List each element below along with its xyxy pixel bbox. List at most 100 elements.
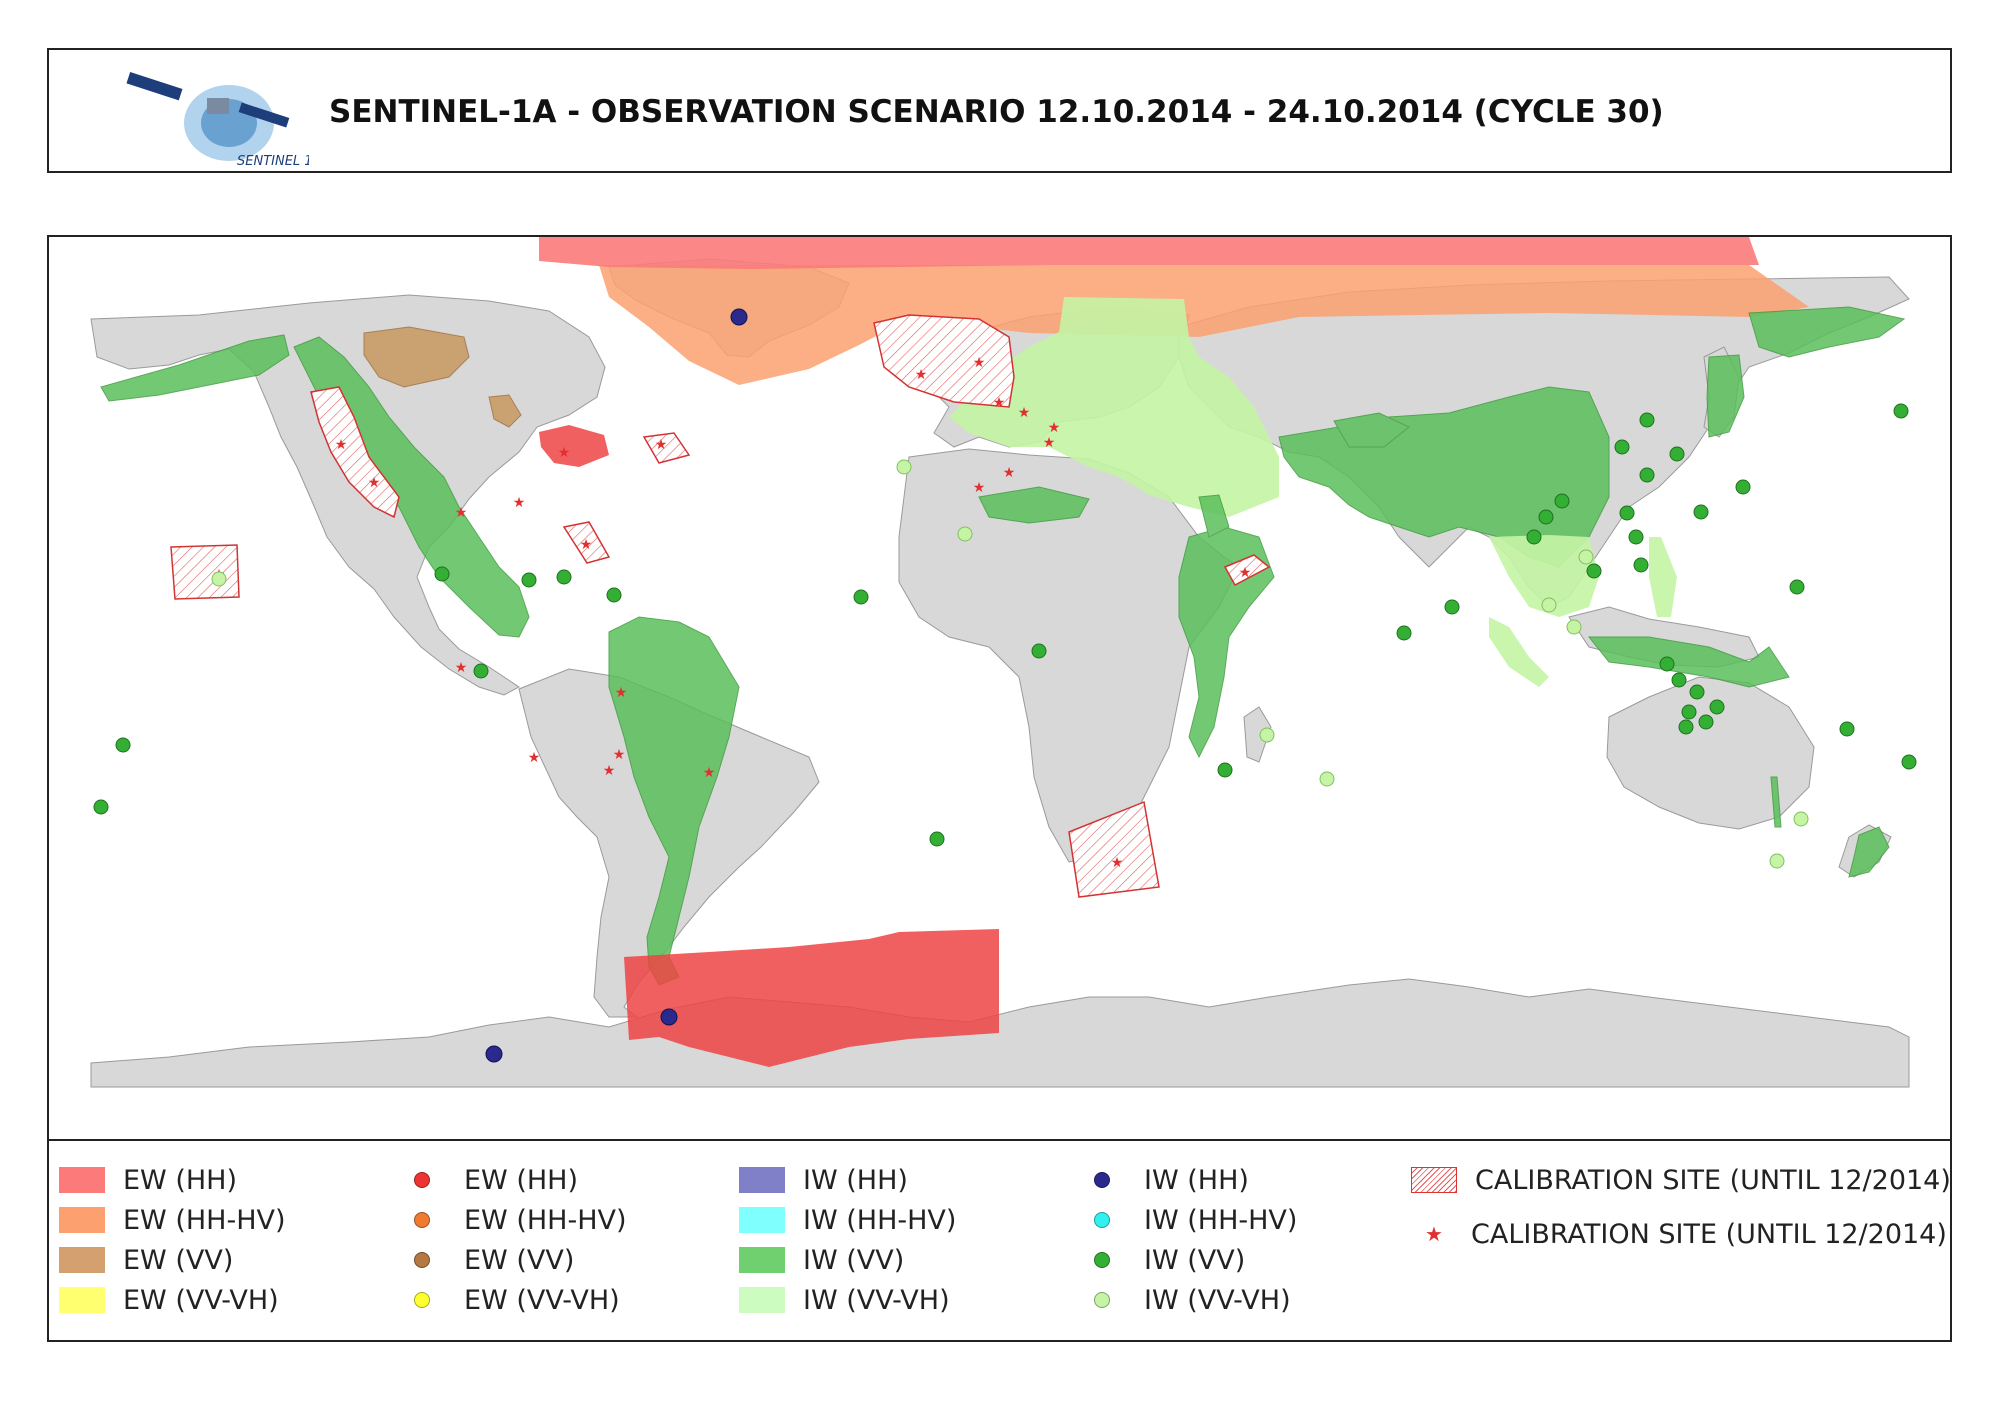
cal-star: ★ — [528, 750, 541, 766]
legend-iw-vv-point: IW (VV) — [1084, 1243, 1245, 1277]
legend-label: IW (HH) — [1144, 1164, 1249, 1196]
iw-vv-points — [93, 403, 1917, 847]
cal-star: ★ — [993, 395, 1006, 411]
world-map: ★ ★ ★ ★ ★ ★ ★ ★ ★ ★ ★ ★ ★ ★ ★ ★ ★ ★ ★ ★ … — [90, 237, 1917, 1088]
iw-vv-new-zealand — [1848, 826, 1890, 878]
iw-hh-point — [730, 308, 748, 326]
cal-star: ★ — [973, 480, 986, 496]
iw-vv-vh-europe — [949, 297, 1279, 517]
legend-label: IW (HH-HV) — [803, 1204, 957, 1236]
legend-label: CALIBRATION SITE (UNTIL 12/2014) — [1471, 1218, 1947, 1250]
iw-vv-point — [1639, 467, 1655, 483]
iw-vv-vh-point — [1769, 853, 1785, 869]
iw-vv-point — [1444, 599, 1460, 615]
land-north-america — [90, 294, 606, 696]
legend-swatch — [739, 1287, 785, 1313]
iw-vv-vh-point — [1566, 619, 1582, 635]
legend-label: EW (VV) — [464, 1244, 575, 1276]
legend-iw-vv-vh-area: IW (VV-VH) — [739, 1283, 950, 1317]
iw-vv-point — [1554, 493, 1570, 509]
iw-vv-point — [1614, 439, 1630, 455]
iw-vv-australia-east — [1770, 776, 1782, 828]
legend-iw-hh-point: IW (HH) — [1084, 1163, 1249, 1197]
ew-hh-areas — [539, 425, 999, 1067]
legend-dot — [414, 1212, 430, 1228]
cal-star: ★ — [580, 537, 593, 553]
star-icon: ★ — [1425, 1222, 1443, 1246]
legend-dot — [1094, 1252, 1110, 1268]
legend-swatch — [59, 1247, 105, 1273]
legend-label: EW (VV-VH) — [464, 1284, 620, 1316]
legend-dot — [1094, 1212, 1110, 1228]
ew-hh-arctic — [539, 237, 1759, 269]
cal-star: ★ — [1048, 420, 1061, 436]
iw-hh-point — [660, 1008, 678, 1026]
ew-hh-great-lakes — [539, 425, 609, 467]
iw-vv-point — [1538, 509, 1554, 525]
legend-ew-vv-vh-point: EW (VV-VH) — [404, 1283, 620, 1317]
iw-vv-vh-india-coast — [1489, 617, 1549, 687]
iw-vv-point — [1633, 557, 1649, 573]
legend-calibration-star: ★ CALIBRATION SITE (UNTIL 12/2014) — [1411, 1217, 1947, 1251]
iw-vv-point — [1619, 505, 1635, 521]
iw-vv-point — [1693, 504, 1709, 520]
iw-vv-vh-point — [1541, 597, 1557, 613]
iw-vv-point — [1839, 721, 1855, 737]
iw-vv-red-sea — [1198, 494, 1230, 538]
legend-label: IW (VV) — [803, 1244, 905, 1276]
legend-iw-hh-area: IW (HH) — [739, 1163, 908, 1197]
legend-label: EW (VV-VH) — [123, 1284, 279, 1316]
legend-calibration-area: CALIBRATION SITE (UNTIL 12/2014) — [1411, 1163, 1951, 1197]
iw-vv-point — [929, 831, 945, 847]
legend-ew-hh-area: EW (HH) — [59, 1163, 237, 1197]
iw-vv-vh-point — [1259, 727, 1275, 743]
iw-vv-vh-point — [896, 459, 912, 475]
cal-site-east-coast — [642, 432, 691, 464]
legend-swatch — [59, 1207, 105, 1233]
map-panel: ★ ★ ★ ★ ★ ★ ★ ★ ★ ★ ★ ★ ★ ★ ★ ★ ★ ★ ★ ★ … — [47, 235, 1952, 1342]
legend-label: EW (HH) — [464, 1164, 579, 1196]
cal-star: ★ — [513, 495, 526, 511]
iw-vv-vh-point — [1793, 811, 1809, 827]
legend-dot — [414, 1172, 430, 1188]
iw-vv-point — [556, 569, 572, 585]
iw-vv-vh-point — [1578, 549, 1594, 565]
legend-swatch — [59, 1167, 105, 1193]
cal-star: ★ — [603, 763, 616, 779]
legend-dot — [1094, 1292, 1110, 1308]
iw-vv-point — [1671, 672, 1687, 688]
iw-vv-point — [1689, 684, 1705, 700]
iw-vv-point — [1639, 412, 1655, 428]
cal-star: ★ — [1043, 435, 1056, 451]
legend-label: IW (HH) — [803, 1164, 908, 1196]
iw-vv-point — [1709, 699, 1725, 715]
legend-iw-vv-area: IW (VV) — [739, 1243, 904, 1277]
ew-vv-canada-1 — [363, 326, 470, 388]
iw-vv-point — [1893, 403, 1909, 419]
iw-hh-points — [485, 308, 748, 1063]
iw-vv-vh-se-asia — [1489, 535, 1599, 617]
iw-vv-indonesia — [1587, 636, 1790, 688]
legend-label: CALIBRATION SITE (UNTIL 12/2014) — [1475, 1164, 1951, 1196]
cal-site-california — [310, 386, 400, 519]
iw-vv-east-africa — [1178, 526, 1275, 759]
land-australia — [1606, 676, 1815, 830]
legend-iw-hh-hv-point: IW (HH-HV) — [1084, 1203, 1297, 1237]
cal-star: ★ — [1239, 565, 1252, 581]
iw-vv-point — [1678, 719, 1694, 735]
iw-vv-point — [1698, 714, 1714, 730]
legend-ew-vv-vh-area: EW (VV-VH) — [59, 1283, 279, 1317]
logo-text: SENTINEL 1 — [237, 154, 309, 168]
iw-vv-point — [1735, 479, 1751, 495]
iw-vv-areas — [100, 306, 1906, 986]
legend-ew-hh-hv-area: EW (HH-HV) — [59, 1203, 286, 1237]
iw-vv-vh-point — [211, 571, 227, 587]
ew-hh-antarctic-peninsula — [624, 929, 999, 1067]
land-madagascar — [1243, 706, 1272, 763]
legend-ew-vv-area: EW (VV) — [59, 1243, 233, 1277]
cal-star: ★ — [1018, 405, 1031, 421]
iw-vv-point — [1628, 529, 1644, 545]
page-title: SENTINEL-1A - OBSERVATION SCENARIO 12.10… — [329, 94, 1664, 130]
iw-vv-vh-point — [1319, 771, 1335, 787]
legend-ew-vv-point: EW (VV) — [404, 1243, 574, 1277]
